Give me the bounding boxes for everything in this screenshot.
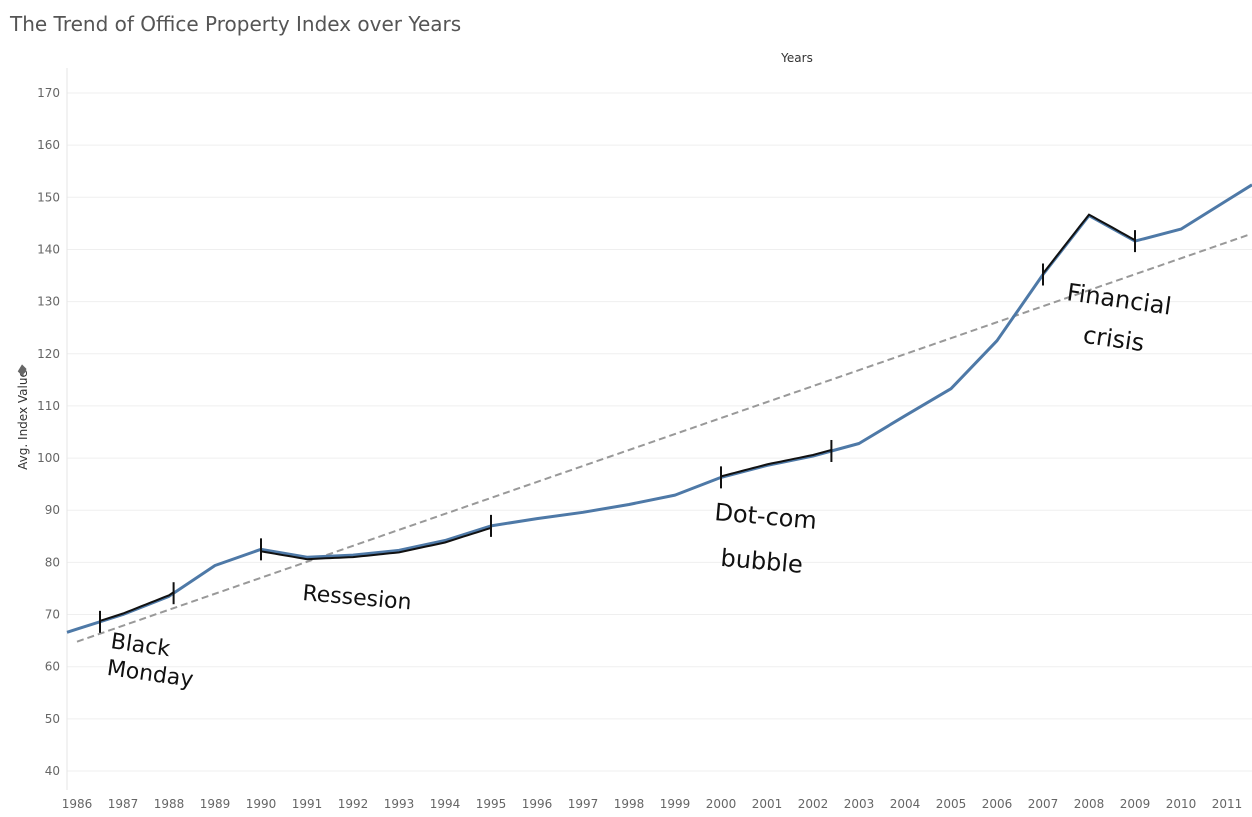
x-tick-label: 1993 — [384, 797, 415, 811]
x-tick-label: 2011 — [1212, 797, 1243, 811]
x-tick-label: 1997 — [568, 797, 599, 811]
x-tick-label: 2003 — [844, 797, 875, 811]
x-tick-label: 1996 — [522, 797, 553, 811]
trend-line-path — [76, 233, 1251, 643]
handwritten-annotations: Black Monday Ressesion Dot-com bubble Finan… — [99, 213, 1181, 693]
annotation-label: Black Monday — [105, 629, 198, 693]
x-tick-label: 1999 — [660, 797, 691, 811]
annotation-stroke — [260, 526, 492, 561]
y-tick-label: 50 — [45, 712, 60, 726]
annotation-stroke — [1042, 213, 1136, 275]
annotation-label: Ressesion — [301, 581, 412, 615]
gridlines — [67, 92, 1252, 772]
y-axis-ticks: 40 50 60 70 80 90 100 110 120 130 140 150 160 170 — [37, 86, 60, 778]
x-tick-label: 1995 — [476, 797, 507, 811]
y-tick-label: 60 — [45, 660, 60, 674]
x-tick-label: 1994 — [430, 797, 461, 811]
series-line — [66, 183, 1252, 634]
y-tick-label: 40 — [45, 764, 60, 778]
y-tick-label: 110 — [37, 399, 60, 413]
x-tick-label: 2007 — [1028, 797, 1059, 811]
x-tick-label: 2004 — [890, 797, 921, 811]
x-tick-label: 2006 — [982, 797, 1013, 811]
x-tick-label: 1998 — [614, 797, 645, 811]
x-tick-label: 2010 — [1166, 797, 1197, 811]
y-tick-label: 160 — [37, 138, 60, 152]
trend-line — [76, 233, 1251, 643]
series-lines — [66, 183, 1252, 634]
x-tick-label: 2001 — [752, 797, 783, 811]
chart-title: The Trend of Office Property Index over … — [10, 12, 462, 36]
x-tick-label: 1990 — [246, 797, 277, 811]
x-tick-label: 2000 — [706, 797, 737, 811]
annotation-label: Financial crisis — [1060, 278, 1181, 361]
x-tick-label: 2005 — [936, 797, 967, 811]
x-axis-label: Years — [780, 51, 813, 65]
x-tick-label: 1988 — [154, 797, 185, 811]
annotation-label: Dot-com bubble — [710, 498, 826, 580]
x-tick-label: 1987 — [108, 797, 139, 811]
x-tick-label: 2002 — [798, 797, 829, 811]
y-tick-label: 70 — [45, 608, 60, 622]
x-tick-label: 2009 — [1120, 797, 1151, 811]
x-tick-label: 1992 — [338, 797, 369, 811]
y-tick-label: 170 — [37, 86, 60, 100]
x-tick-label: 1989 — [200, 797, 231, 811]
x-tick-label: 1991 — [292, 797, 323, 811]
y-tick-label: 120 — [37, 347, 60, 361]
y-tick-label: 140 — [37, 242, 60, 256]
y-tick-label: 130 — [37, 295, 60, 309]
pin-icon — [17, 364, 27, 376]
y-tick-label: 150 — [37, 190, 60, 204]
annotation-stroke — [99, 591, 175, 622]
annotation-stroke — [720, 449, 833, 478]
y-tick-label: 80 — [45, 555, 60, 569]
y-tick-label: 90 — [45, 503, 60, 517]
x-axis-ticks: 1986 1987 1988 1989 1990 1991 1992 1993 1994 1995… — [62, 797, 1243, 811]
x-tick-label: 1986 — [62, 797, 93, 811]
y-tick-label: 100 — [37, 451, 60, 465]
x-tick-label: 2008 — [1074, 797, 1105, 811]
y-axis-label: Avg. Index Value — [16, 370, 30, 470]
